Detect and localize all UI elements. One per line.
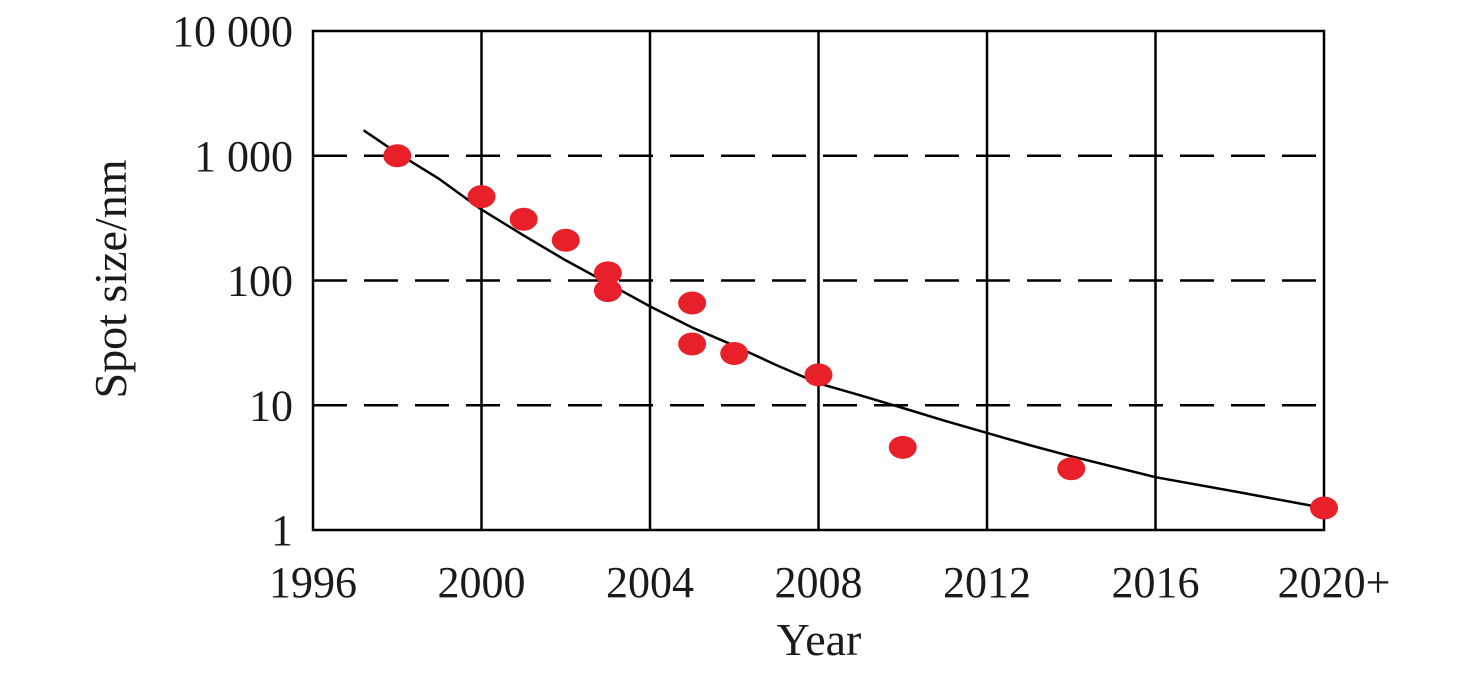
trend-line-group bbox=[362, 129, 1325, 510]
data-point-1 bbox=[383, 144, 412, 168]
x-axis-title: Year bbox=[777, 614, 862, 665]
plot-frame bbox=[311, 29, 1326, 532]
data-point-10 bbox=[804, 363, 833, 387]
grid-lines bbox=[313, 31, 1324, 530]
data-point-3 bbox=[509, 207, 538, 231]
x-axis-ticks: 1996 2000 2004 2008 2012 2016 2020+ bbox=[269, 558, 1390, 607]
data-point-5 bbox=[593, 261, 622, 285]
data-point-4 bbox=[551, 228, 580, 252]
data-points bbox=[383, 144, 1338, 520]
x-tick-label-2004: 2004 bbox=[606, 558, 694, 607]
data-point-11 bbox=[888, 435, 917, 459]
data-point-2 bbox=[467, 185, 496, 209]
x-tick-label-2020+: 2020+ bbox=[1278, 558, 1391, 607]
y-axis-title: Spot size/nm bbox=[85, 159, 136, 398]
y-tick-label-1: 1 bbox=[271, 506, 293, 555]
x-tick-label-2016: 2016 bbox=[1112, 558, 1200, 607]
y-tick-label-100: 100 bbox=[227, 257, 293, 306]
y-tick-label-10: 10 bbox=[249, 381, 293, 430]
plot-border bbox=[311, 29, 1326, 532]
trend-line bbox=[362, 129, 1325, 510]
x-tick-label-2008: 2008 bbox=[775, 558, 863, 607]
data-point-8 bbox=[678, 332, 707, 356]
y-tick-label-10000: 10 000 bbox=[172, 7, 293, 56]
data-point-13 bbox=[1310, 496, 1338, 520]
data-point-6 bbox=[593, 279, 622, 303]
y-axis-ticks: 1 10 100 1 000 10 000 bbox=[172, 7, 293, 555]
data-point-9 bbox=[720, 341, 749, 365]
data-point-7 bbox=[678, 291, 707, 315]
x-tick-label-2000: 2000 bbox=[438, 558, 526, 607]
y-tick-label-1000: 1 000 bbox=[194, 132, 293, 181]
data-point-12 bbox=[1057, 457, 1086, 481]
x-tick-label-2012: 2012 bbox=[943, 558, 1031, 607]
x-tick-label-1996: 1996 bbox=[269, 558, 357, 607]
